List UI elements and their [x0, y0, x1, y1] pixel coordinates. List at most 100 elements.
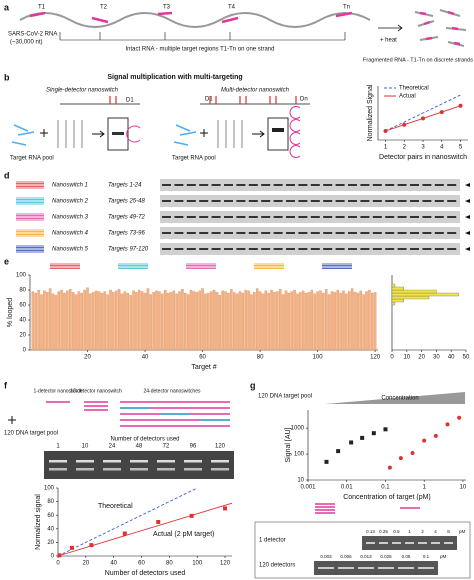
- gel-band: [372, 248, 382, 250]
- gel-band: [385, 232, 395, 234]
- arrow-marker: [465, 199, 470, 203]
- series-line: [385, 94, 461, 132]
- bar: [83, 289, 86, 351]
- bar: [264, 290, 268, 351]
- row-name: Nanoswitch 2: [52, 199, 89, 205]
- point: [122, 531, 127, 536]
- bar: [238, 291, 242, 351]
- bar: [218, 295, 222, 351]
- x-tick-label: 0.1: [381, 485, 390, 491]
- gel-band: [248, 184, 258, 186]
- bar: [51, 293, 55, 351]
- bar: [250, 294, 253, 351]
- nanoswitch-pool: [57, 120, 243, 148]
- gel-band: [422, 248, 432, 250]
- bar: [299, 292, 302, 351]
- gel-table: [254, 521, 471, 579]
- bar: [313, 293, 316, 351]
- point: [398, 456, 403, 461]
- concentration: 0.003: [320, 554, 332, 559]
- row-targets: Targets 49-72: [108, 215, 145, 221]
- concentration: 0.006: [340, 554, 352, 559]
- bar: [319, 290, 322, 351]
- gel-band: [360, 232, 370, 234]
- rna-strand: [19, 12, 371, 28]
- point: [433, 433, 438, 438]
- bar: [97, 291, 101, 351]
- gel-band: [385, 184, 395, 186]
- arrow: [378, 24, 403, 32]
- hist-bar: [391, 289, 437, 294]
- gel-band: [398, 567, 414, 569]
- row-targets: Targets 97-120: [108, 247, 149, 253]
- x-tick-label: 120: [370, 355, 381, 361]
- gel-band: [323, 232, 333, 234]
- panel-label: b: [4, 72, 10, 82]
- lane-label: 120: [215, 444, 226, 450]
- gel-band: [418, 567, 434, 569]
- fragments: [414, 9, 467, 47]
- rna-name: SARS-CoV-2 RNA: [8, 32, 57, 38]
- point: [89, 543, 94, 548]
- gel-band: [174, 200, 184, 202]
- gel-strip: [160, 195, 460, 207]
- bar: [100, 292, 104, 351]
- x-tick-label: 2: [403, 145, 407, 151]
- gel-band: [410, 200, 419, 202]
- gel-band: [397, 216, 407, 218]
- panel-label: d: [4, 170, 10, 180]
- bar: [43, 290, 46, 351]
- concentration: 8: [447, 529, 450, 534]
- y-tick-label: 20: [19, 333, 26, 339]
- x-tick-label: 0: [56, 561, 60, 567]
- gel-band: [431, 542, 440, 544]
- plus: [8, 416, 16, 424]
- gel-band: [273, 248, 283, 250]
- pool-label: 120 DNA target pool: [258, 394, 312, 400]
- y-axis-label: Normalized signal: [35, 494, 42, 550]
- gel-band: [130, 468, 148, 471]
- gel-band: [211, 184, 221, 186]
- y-tick-label: 60: [19, 303, 26, 309]
- unit: pM: [459, 529, 466, 534]
- target-label: T2: [100, 5, 108, 11]
- bar: [63, 292, 66, 351]
- point: [421, 116, 425, 121]
- gel-band: [447, 184, 457, 186]
- subtitle: Single-detector nanoswitch: [46, 88, 119, 94]
- annotation: Theoretical: [98, 503, 133, 510]
- bar: [195, 292, 199, 351]
- gel-band: [286, 184, 295, 186]
- gel-band: [49, 460, 67, 463]
- detector-label: Dn: [300, 97, 308, 103]
- gel-band: [286, 200, 295, 202]
- gel-band: [224, 232, 233, 234]
- bar: [339, 292, 342, 351]
- bar: [336, 289, 339, 351]
- y-tick-label: 100: [16, 273, 27, 279]
- x-tick-label: 20: [84, 355, 91, 361]
- gel-band: [360, 248, 370, 250]
- bar: [126, 292, 130, 351]
- concentration: 0.13: [366, 529, 375, 534]
- point: [439, 110, 444, 115]
- gel-band: [248, 248, 258, 250]
- gel-band: [162, 200, 171, 202]
- bar: [109, 289, 112, 351]
- bar: [330, 291, 334, 351]
- point: [387, 465, 392, 470]
- bar: [207, 292, 210, 351]
- bar: [37, 289, 40, 351]
- plus: [40, 129, 208, 137]
- x-tick-label: 80: [166, 561, 173, 567]
- hist-bar: [391, 295, 430, 300]
- bar: [212, 289, 216, 351]
- x-axis-label: Concentration of target (pM): [343, 494, 431, 501]
- bar: [184, 292, 187, 351]
- lane-label: 48: [136, 444, 143, 450]
- gel-band: [186, 232, 196, 234]
- legend-label: Theoretical: [399, 86, 429, 92]
- lane-label: 1: [56, 444, 60, 450]
- x-tick-label: 0: [390, 355, 394, 361]
- x-axis-label: Target #: [191, 364, 216, 371]
